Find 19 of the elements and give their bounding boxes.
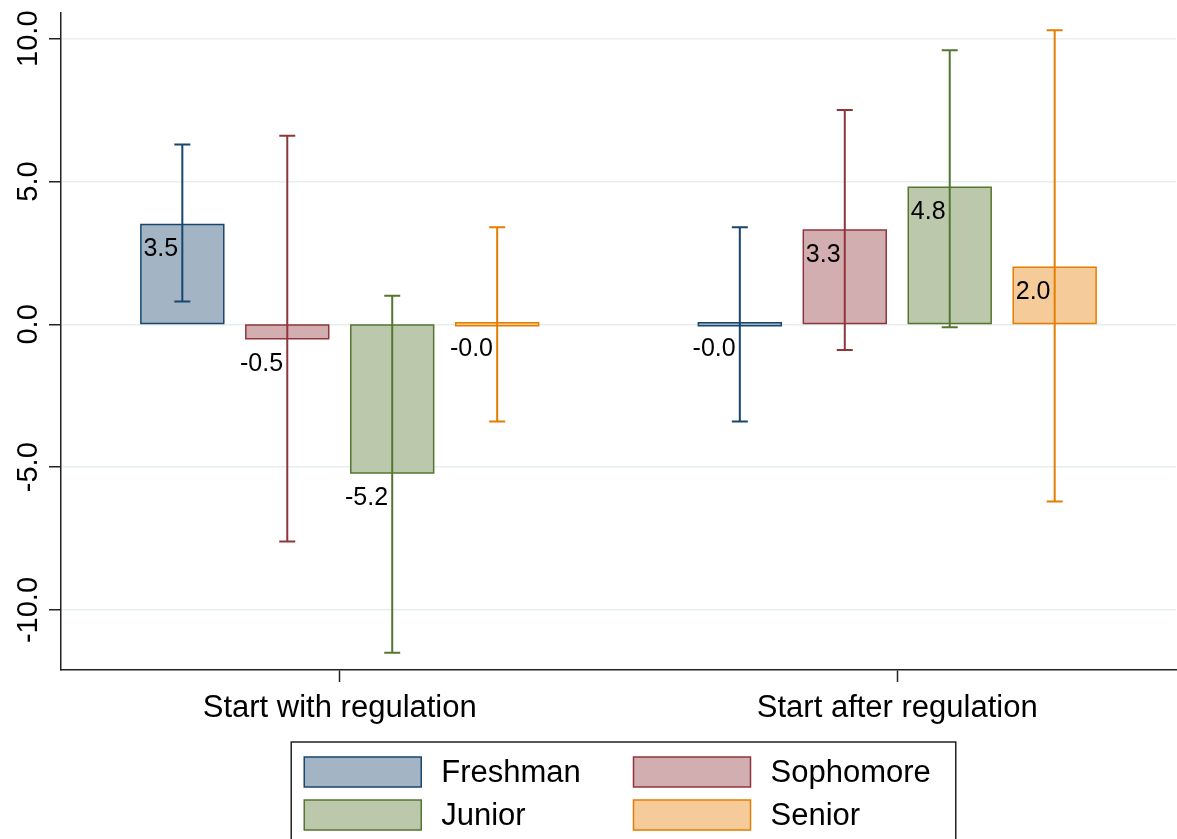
data-label: 3.5 bbox=[143, 233, 179, 262]
data-label: -5.2 bbox=[344, 481, 389, 510]
x-tick-label: Start with regulation bbox=[202, 689, 477, 725]
data-label: -0.5 bbox=[240, 347, 284, 376]
data-label: 3.3 bbox=[805, 238, 841, 267]
data-label: 2.0 bbox=[1015, 276, 1051, 305]
legend-label: Junior bbox=[441, 796, 526, 832]
y-tick-label: 10.0 bbox=[11, 10, 43, 67]
legend-label: Sophomore bbox=[770, 753, 931, 789]
y-tick-label: 0.0 bbox=[11, 304, 43, 345]
y-tick-label: -5.0 bbox=[11, 442, 43, 493]
y-tick-label: 5.0 bbox=[11, 161, 43, 202]
legend-label: Senior bbox=[770, 796, 861, 832]
data-label: -0.0 bbox=[692, 333, 736, 362]
data-label: -0.0 bbox=[449, 333, 494, 362]
legend-label: Freshman bbox=[441, 753, 581, 789]
data-label: 4.8 bbox=[910, 196, 946, 225]
y-tick-label: -10.0 bbox=[11, 576, 43, 644]
x-tick-label: Start after regulation bbox=[756, 689, 1038, 725]
